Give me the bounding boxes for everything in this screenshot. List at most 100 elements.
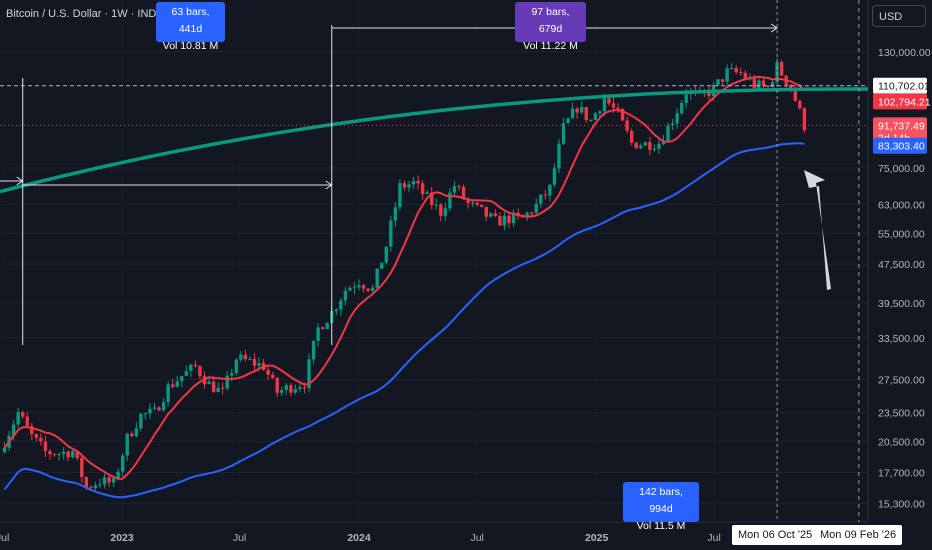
measure-box-3[interactable]: 142 bars, 994d Vol 11.5 M — [623, 482, 699, 532]
candle — [180, 375, 184, 382]
candle — [211, 381, 216, 393]
candle — [16, 412, 20, 425]
measure-bars-label: 142 bars, 994d — [639, 486, 683, 515]
y-tick-label: 33,500.00 — [878, 333, 925, 345]
candle — [311, 340, 316, 360]
candle — [725, 68, 729, 82]
candle — [779, 62, 784, 76]
measure-box-1[interactable]: 63 bars, 441d Vol 10.81 M — [156, 2, 225, 52]
candle — [498, 216, 502, 226]
candle — [739, 72, 743, 74]
candle — [493, 213, 498, 217]
candle — [307, 359, 311, 389]
candle — [684, 94, 688, 103]
y-tick-label: 47,500.00 — [878, 259, 925, 271]
candle — [198, 366, 202, 377]
candle — [357, 285, 361, 288]
candle — [243, 354, 248, 360]
y-tick-label: 23,500.00 — [878, 408, 925, 420]
candle — [548, 184, 552, 196]
candle — [316, 327, 320, 341]
candle — [270, 374, 275, 378]
candle — [220, 387, 225, 389]
candle — [452, 186, 457, 193]
candle — [579, 106, 584, 113]
candle — [643, 142, 648, 146]
candle — [420, 183, 425, 195]
x-tick-label: 2025 — [585, 532, 609, 544]
candle — [216, 387, 220, 393]
measure-bars-label: 63 bars, 441d — [171, 6, 210, 35]
candle — [57, 454, 61, 456]
range-arrow — [325, 180, 333, 190]
candle — [611, 103, 616, 108]
candle — [302, 387, 307, 389]
candle — [280, 390, 284, 393]
price-tag-text: 83,303.40 — [878, 141, 925, 153]
candle — [370, 287, 375, 291]
candle — [248, 359, 252, 361]
candle — [502, 215, 507, 226]
candle — [434, 204, 438, 206]
candle — [475, 202, 479, 205]
candle — [252, 359, 257, 366]
candle — [275, 377, 279, 393]
candle — [411, 180, 416, 185]
candle — [234, 359, 239, 374]
candle — [25, 416, 29, 426]
y-tick-label: 63,000.00 — [878, 200, 925, 212]
candle — [402, 183, 407, 188]
y-tick-label: 39,500.00 — [878, 298, 925, 310]
measure-volume-label: Vol 10.81 M — [162, 40, 219, 52]
candle — [84, 477, 89, 488]
sma200-price-tag: 83,303.40 — [873, 137, 927, 154]
price-tag-text: 110,702.01 — [878, 81, 930, 93]
y-tick-label: 27,500.00 — [878, 375, 925, 387]
candle — [657, 143, 661, 149]
candle — [620, 109, 625, 121]
candle — [516, 212, 520, 215]
x-tick-label: 2024 — [347, 532, 371, 544]
measure-box-2[interactable]: 97 bars, 679d Vol 11.22 M — [515, 2, 586, 52]
x-tick-label: Jul — [0, 532, 9, 544]
candle — [75, 450, 79, 458]
candle — [298, 387, 302, 390]
range-arrow — [770, 23, 779, 33]
candle — [152, 407, 157, 409]
candle — [670, 123, 675, 126]
candle — [125, 433, 129, 456]
candle — [130, 433, 134, 437]
price-tag-text: 91,737.49 — [878, 120, 925, 132]
candle — [789, 84, 793, 89]
candle — [593, 113, 598, 120]
currency-selector[interactable]: USD — [872, 5, 926, 27]
candle — [616, 107, 620, 110]
candle — [66, 451, 70, 458]
chart-title: Bitcoin / U.S. Dollar · 1W · INDEX — [6, 8, 172, 20]
candle — [552, 168, 557, 185]
candle — [584, 106, 588, 120]
candle — [743, 72, 747, 79]
candle — [161, 402, 166, 411]
candle — [320, 327, 325, 330]
candle — [30, 425, 34, 435]
candle — [661, 141, 666, 144]
sma50-price-tag: 102,794.21 — [873, 93, 931, 110]
candle — [139, 413, 143, 429]
y-tick-label: 55,000.00 — [878, 228, 925, 240]
candle — [325, 322, 329, 330]
candle — [384, 246, 388, 263]
candle — [52, 454, 57, 456]
candle — [257, 363, 261, 366]
candle — [121, 455, 125, 472]
candle — [448, 192, 452, 209]
candle — [707, 91, 711, 96]
candle — [679, 102, 684, 114]
candle — [175, 381, 179, 387]
candle — [602, 98, 607, 112]
candle — [407, 184, 411, 188]
candle — [561, 123, 566, 144]
candle — [598, 111, 602, 114]
candle — [339, 300, 343, 310]
